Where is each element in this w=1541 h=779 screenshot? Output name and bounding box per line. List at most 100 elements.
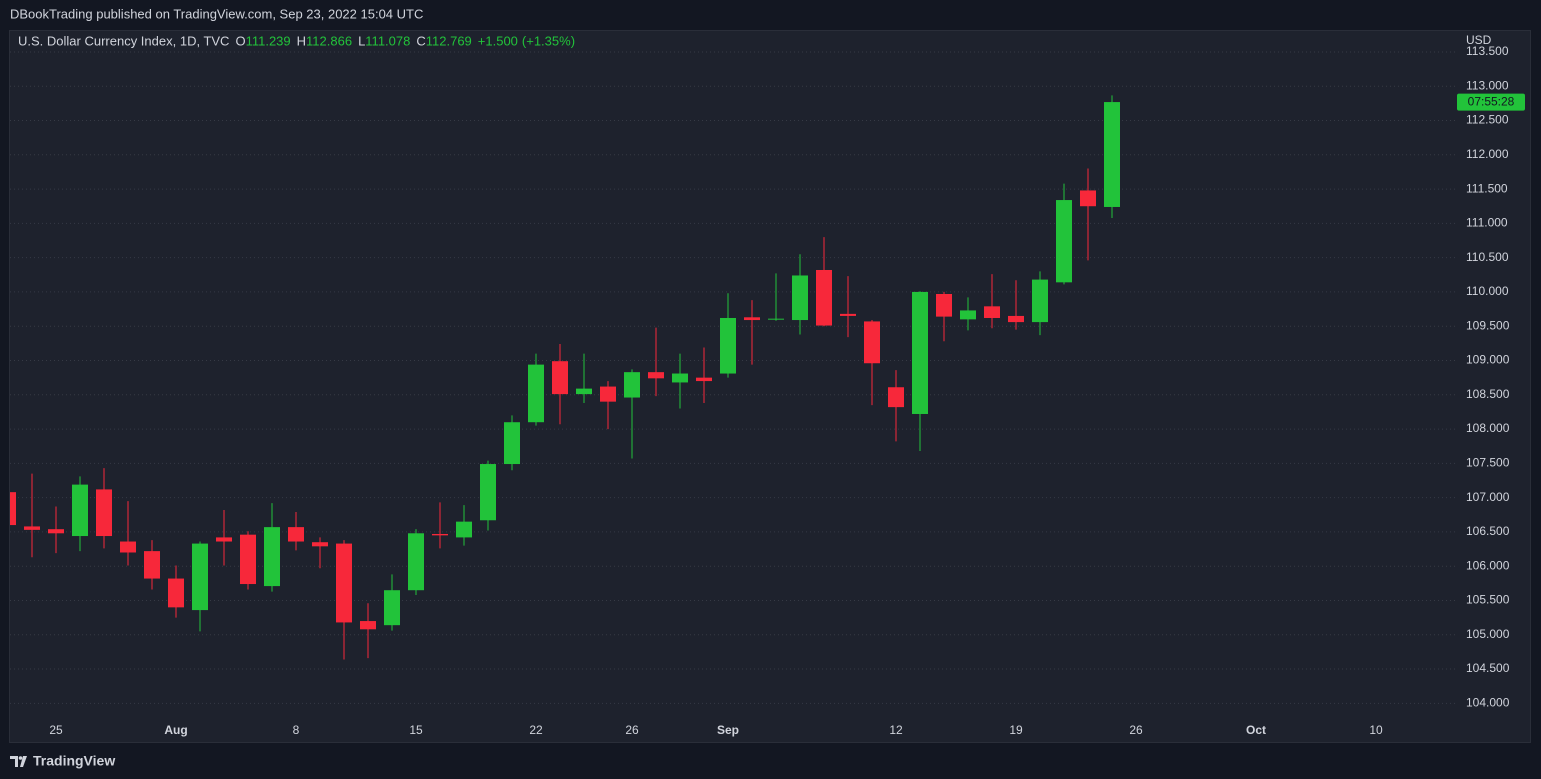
candle-body [696, 377, 712, 382]
candle-body [864, 321, 880, 364]
candle-body [936, 293, 952, 317]
candle-body [984, 306, 1000, 318]
candle-body [912, 291, 928, 414]
x-tick-label: 26 [625, 723, 639, 737]
candle-body [720, 317, 736, 374]
candle-body [10, 492, 16, 526]
candle-body [744, 317, 760, 321]
candle-body [168, 578, 184, 608]
y-tick-label: 106.500 [1466, 524, 1510, 538]
candle-body [1008, 315, 1024, 323]
candle-body [1080, 190, 1096, 207]
x-tick-label: 15 [409, 723, 423, 737]
x-tick-label: 26 [1129, 723, 1143, 737]
y-tick-label: 111.500 [1466, 181, 1508, 195]
footer-logo [10, 756, 27, 767]
ohlc-value: 111.239 [246, 33, 291, 48]
candle-body [792, 275, 808, 321]
candle-body [192, 543, 208, 611]
candle-body [504, 422, 520, 465]
y-tick-label: 105.000 [1466, 627, 1510, 641]
y-tick-label: 109.500 [1466, 318, 1510, 332]
currency-label: USD [1466, 33, 1492, 47]
candle-body [624, 372, 640, 398]
candle-body [768, 318, 784, 320]
chart-title: U.S. Dollar Currency Index, 1D, TVC [18, 33, 229, 48]
footer-brand: TradingView [33, 753, 115, 769]
y-tick-label: 112.500 [1466, 113, 1509, 127]
ohlc-value: 112.866 [306, 33, 352, 48]
y-tick-label: 111.000 [1466, 216, 1508, 230]
x-tick-label: Oct [1246, 723, 1266, 737]
candle-body [384, 590, 400, 626]
candle-body [24, 526, 40, 530]
candle-body [408, 533, 424, 591]
y-tick-label: 106.000 [1466, 558, 1510, 572]
x-tick-label: 8 [293, 723, 300, 737]
logo-dot [18, 756, 23, 760]
candle-body [648, 372, 664, 379]
candle-body [1056, 200, 1072, 283]
candle-body [120, 541, 136, 553]
y-tick-label: 112.000 [1466, 147, 1509, 161]
y-tick-label: 105.500 [1466, 593, 1510, 607]
y-tick-label: 110.500 [1466, 250, 1509, 264]
y-tick-label: 104.500 [1466, 661, 1510, 675]
ohlc-letter: H [297, 33, 306, 48]
y-tick-label: 108.500 [1466, 387, 1510, 401]
y-tick-label: 110.000 [1466, 284, 1509, 298]
candle-body [240, 534, 256, 585]
x-tick-label: 12 [889, 723, 903, 737]
candle-body [336, 543, 352, 623]
y-tick-label: 109.000 [1466, 353, 1510, 367]
y-tick-label: 107.500 [1466, 456, 1510, 470]
candle-body [672, 373, 688, 383]
candle-body [888, 387, 904, 408]
candle-body [312, 542, 328, 547]
y-tick-label: 104.000 [1466, 696, 1510, 710]
y-tick-label: 108.000 [1466, 421, 1510, 435]
candle-body [360, 621, 376, 630]
countdown-badge [1457, 93, 1525, 111]
candle-body [72, 484, 88, 537]
x-tick-label: 10 [1369, 723, 1383, 737]
candle-body [96, 489, 112, 537]
chart-panel [9, 30, 1531, 743]
change-percent: (+1.35%) [522, 33, 575, 48]
ohlc-letter: O [235, 33, 245, 48]
ohlc-value: 111.078 [365, 33, 410, 48]
candle-body [528, 364, 544, 423]
x-tick-label: 22 [529, 723, 543, 737]
ohlc-value: 112.769 [426, 33, 472, 48]
plot-area [10, 51, 1455, 704]
candle-body [1032, 279, 1048, 323]
y-tick-label: 113.000 [1466, 78, 1509, 92]
x-tick-label: Sep [717, 723, 739, 737]
candle-body [1104, 102, 1120, 207]
y-tick-label: 107.000 [1466, 490, 1510, 504]
y-tick-label: 113.500 [1466, 44, 1509, 58]
candle-body [144, 551, 160, 579]
x-tick-label: 19 [1009, 723, 1023, 737]
countdown-text: 07:55:28 [1468, 95, 1515, 109]
x-tick-label: Aug [164, 723, 187, 737]
published-note: DBookTrading published on TradingView.co… [10, 6, 423, 21]
candle-body [960, 310, 976, 320]
candle-body [576, 388, 592, 395]
candle-body [432, 533, 448, 536]
ohlc-letter: L [358, 33, 365, 48]
candle-body [264, 527, 280, 587]
candle-body [48, 529, 64, 534]
candle-body [816, 269, 832, 326]
candle-body [216, 537, 232, 542]
candle-body [288, 527, 304, 542]
x-tick-label: 25 [49, 723, 63, 737]
logo-mark [10, 756, 18, 767]
logo-slash [20, 756, 27, 767]
candle-body [600, 386, 616, 402]
candle-body [480, 464, 496, 521]
candle-body [840, 313, 856, 316]
candle-body [552, 361, 568, 395]
ohlc-letter: C [416, 33, 425, 48]
